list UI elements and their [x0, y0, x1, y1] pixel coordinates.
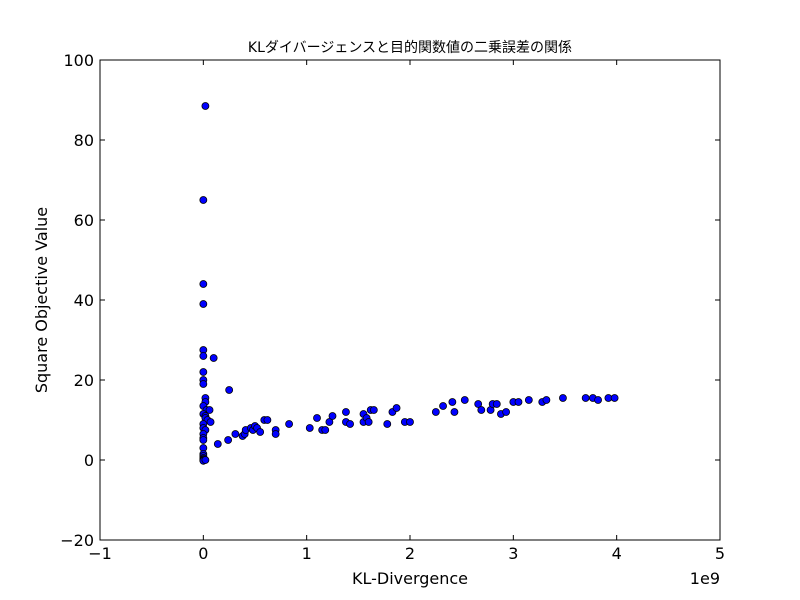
- data-point: [406, 418, 414, 426]
- data-point: [313, 414, 321, 422]
- data-point: [514, 398, 523, 406]
- data-point: [225, 386, 234, 394]
- y-tick-label: 40: [74, 291, 94, 310]
- data-point: [201, 102, 210, 110]
- data-point: [206, 418, 215, 426]
- data-point: [231, 430, 240, 438]
- data-point: [199, 368, 208, 376]
- data-point: [199, 380, 208, 388]
- data-point: [524, 396, 533, 404]
- y-tick-label: 100: [63, 51, 94, 70]
- data-point: [325, 418, 334, 426]
- x-tick-label: 5: [715, 544, 725, 563]
- x-tick-label: −1: [88, 544, 112, 563]
- data-point: [474, 400, 483, 408]
- data-points: [199, 102, 619, 465]
- data-point: [346, 420, 354, 428]
- data-point: [199, 300, 208, 308]
- y-axis-label: Square Objective Value: [32, 207, 51, 393]
- data-point: [199, 436, 208, 444]
- x-axis-offset-label: 1e9: [690, 569, 720, 588]
- data-point: [559, 394, 567, 402]
- x-tick-label: 3: [508, 544, 518, 563]
- data-point: [477, 406, 486, 414]
- x-tick-label: 0: [198, 544, 208, 563]
- data-point: [594, 396, 602, 404]
- data-point: [256, 428, 265, 436]
- y-tick-label: 20: [74, 371, 94, 390]
- y-tick-label: −20: [60, 531, 94, 550]
- data-point: [502, 408, 511, 416]
- x-axis-label: KL-Divergence: [352, 569, 468, 588]
- y-tick-label: 0: [84, 451, 94, 470]
- data-point: [205, 406, 214, 414]
- data-point: [448, 398, 457, 406]
- data-point: [271, 430, 280, 438]
- data-point: [285, 420, 294, 428]
- data-point: [263, 416, 272, 424]
- data-point: [383, 420, 392, 428]
- data-point: [492, 400, 501, 408]
- data-point: [199, 352, 208, 360]
- axis-ticks: −1 0 1 2 3 4 5 −20 0 20 40 60 80 100: [60, 51, 725, 563]
- y-tick-label: 60: [74, 211, 94, 230]
- data-point: [392, 404, 401, 412]
- data-point: [460, 396, 469, 404]
- data-point: [439, 402, 447, 410]
- data-point: [431, 408, 440, 416]
- data-point: [224, 436, 233, 444]
- data-point: [201, 456, 210, 464]
- data-point: [209, 354, 218, 362]
- data-point: [369, 406, 378, 414]
- data-point: [213, 440, 222, 448]
- data-point: [199, 196, 208, 204]
- data-point: [542, 396, 551, 404]
- x-tick-label: 4: [612, 544, 622, 563]
- data-point: [328, 412, 337, 420]
- x-tick-label: 1: [302, 544, 312, 563]
- x-tick-label: 2: [405, 544, 415, 563]
- data-point: [581, 394, 590, 402]
- data-point: [321, 426, 330, 434]
- data-point: [364, 418, 373, 426]
- data-point: [450, 408, 459, 416]
- data-point: [342, 408, 350, 416]
- data-point: [199, 280, 208, 288]
- data-point: [610, 394, 619, 402]
- data-point: [305, 424, 314, 432]
- chart-title: KLダイバージェンスと目的関数値の二乗誤差の関係: [248, 40, 572, 56]
- y-tick-label: 80: [74, 131, 94, 150]
